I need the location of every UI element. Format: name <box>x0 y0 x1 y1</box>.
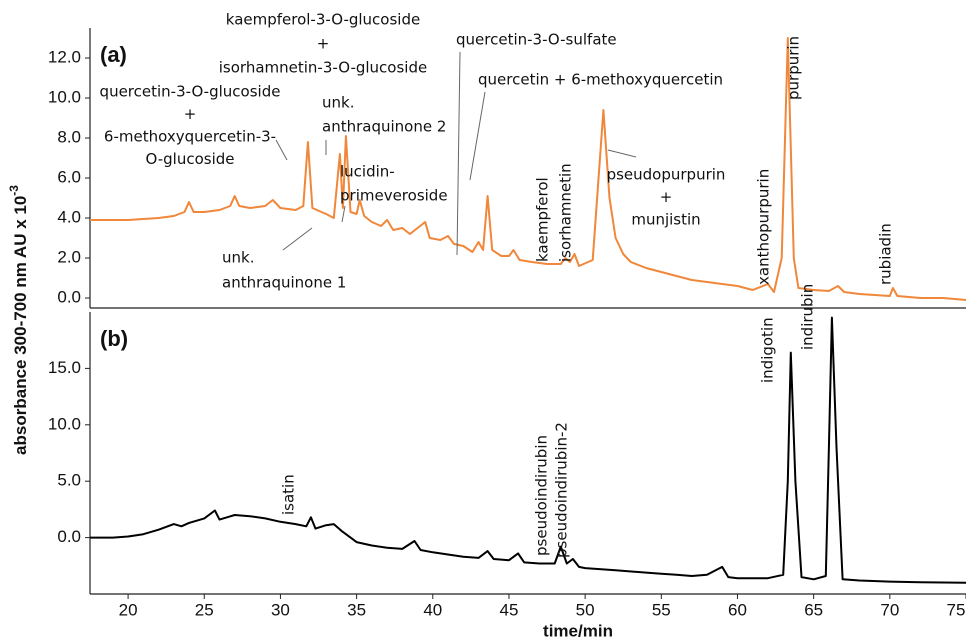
annotation: indigotin <box>759 317 777 383</box>
leader-line <box>341 205 346 223</box>
y-tick-label: 15.0 <box>48 358 81 377</box>
y-tick-label: 6.0 <box>57 167 81 186</box>
annotation: kaempferol-3-O-glucoside <box>226 11 420 29</box>
annotation: O-glucoside <box>146 150 235 168</box>
x-tick-label: 55 <box>652 600 671 619</box>
x-tick-label: 35 <box>347 600 366 619</box>
annotation: purpurin <box>785 36 803 100</box>
x-tick-label: 65 <box>804 600 823 619</box>
y-axis-label-exponent: -3 <box>7 185 21 196</box>
annotation: 6-methoxyquercetin-3- <box>104 128 276 146</box>
y-tick-label: 2.0 <box>57 247 81 266</box>
leader-line <box>282 227 313 251</box>
annotation: isorhamnetin <box>557 163 575 262</box>
y-axis-label: absorbance 300-700 nm AU x 10-3 <box>7 185 30 455</box>
leader-line <box>275 139 288 161</box>
x-tick-label: 40 <box>423 600 442 619</box>
annotation: pseudopurpurin <box>607 166 726 184</box>
x-tick-label: 50 <box>576 600 595 619</box>
annotation: isatin <box>280 474 298 515</box>
y-tick-label: 10.0 <box>48 414 81 433</box>
x-tick-label: 70 <box>880 600 899 619</box>
x-axis-label: time/min <box>543 621 613 640</box>
annotation: quercetin + 6-methoxyquercetin <box>478 71 723 89</box>
y-tick-label: 12.0 <box>48 47 81 66</box>
leader-line <box>607 149 637 158</box>
panel-label: (a) <box>100 42 127 67</box>
y-tick-label: 0.0 <box>57 527 81 546</box>
x-tick-label: 60 <box>728 600 747 619</box>
annotation: unk. <box>222 249 254 267</box>
annotation: isorhamnetin-3-O-glucoside <box>219 59 427 77</box>
annotation: + <box>184 105 197 123</box>
annotation: kaempferol <box>534 177 552 262</box>
annotation: primeveroside <box>340 187 448 205</box>
annotation: anthraquinone 2 <box>322 118 446 136</box>
annotation: + <box>317 35 330 53</box>
y-tick-label: 5.0 <box>57 471 81 490</box>
annotation: rubiadin <box>877 223 895 285</box>
trace <box>90 37 966 301</box>
trace <box>90 316 966 584</box>
annotation: indirubin <box>799 284 817 350</box>
y-tick-label: 4.0 <box>57 207 81 226</box>
annotation: anthraquinone 1 <box>222 274 346 292</box>
y-tick-label: 10.0 <box>48 87 81 106</box>
x-tick-label: 20 <box>119 600 138 619</box>
annotation: quercetin-3-O-sulfate <box>456 31 617 49</box>
annotation: + <box>660 188 673 206</box>
annotation: munjistin <box>631 211 700 229</box>
y-tick-label: 0.0 <box>57 287 81 306</box>
annotation: lucidin- <box>340 163 395 181</box>
annotation: quercetin-3-O-glucoside <box>100 83 281 101</box>
annotation: unk. <box>322 94 354 112</box>
x-tick-label: 75 <box>947 600 966 619</box>
panel-label: (b) <box>100 326 128 351</box>
leader-line <box>456 51 461 256</box>
y-tick-label: 8.0 <box>57 127 81 146</box>
annotation: xanthopurpurin <box>755 169 773 285</box>
x-tick-label: 30 <box>271 600 290 619</box>
annotation: pseudoindirubin-2 <box>553 422 571 558</box>
x-tick-label: 25 <box>195 600 214 619</box>
x-tick-label: 45 <box>499 600 518 619</box>
y-axis-label-text: absorbance 300-700 nm AU x 10 <box>11 196 30 455</box>
annotation: pseudoindirubin <box>533 435 551 556</box>
leader-line <box>469 91 486 181</box>
